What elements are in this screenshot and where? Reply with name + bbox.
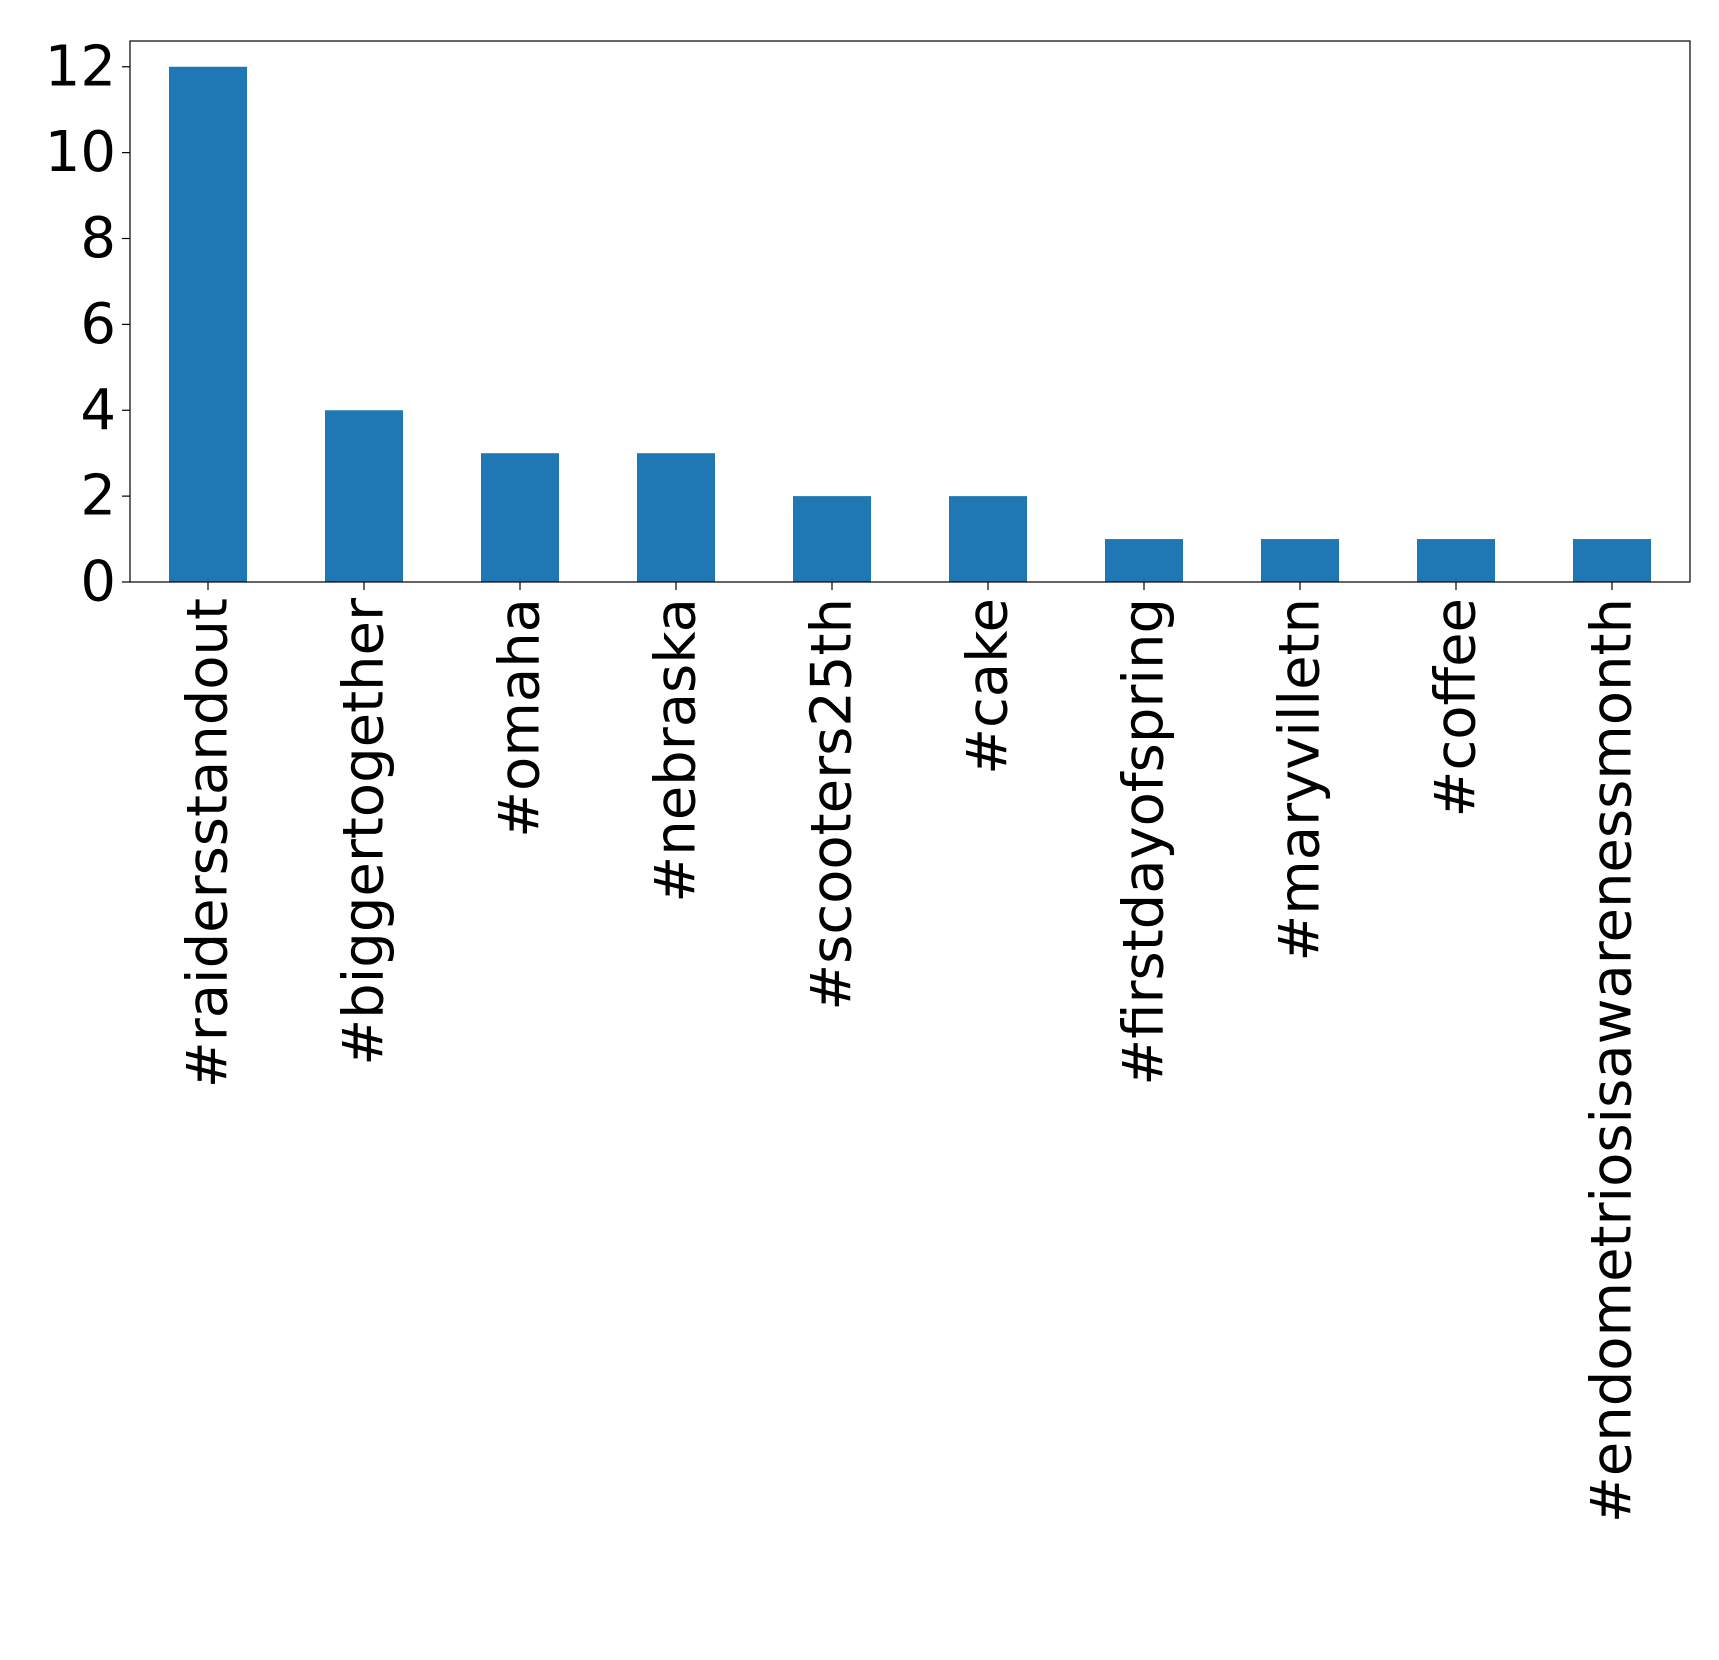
bar-scooters25th xyxy=(793,496,871,582)
bar-firstdayofspring xyxy=(1105,539,1183,582)
x-tick-label: #raidersstandout xyxy=(176,598,241,1088)
x-tick-label: #nebraska xyxy=(644,598,709,903)
x-axis: #raidersstandout #biggertogether #omaha #ne… xyxy=(176,582,1645,1523)
x-tick-label: #cake xyxy=(956,598,1021,775)
x-tick-label: #firstdayofspring xyxy=(1112,598,1177,1086)
bar-maryvilletn xyxy=(1261,539,1339,582)
x-tick-label: #omaha xyxy=(488,598,553,838)
y-axis: 0 2 4 6 8 10 12 xyxy=(45,34,130,615)
x-tick-label: #biggertogether xyxy=(332,597,397,1066)
bar-raidersstandout xyxy=(169,66,247,582)
plot-frame xyxy=(129,40,1691,583)
bar-coffee xyxy=(1417,539,1495,582)
bar-biggertogether xyxy=(325,410,403,582)
x-tick-label: #maryvilletn xyxy=(1268,598,1333,962)
y-tick-label: 6 xyxy=(80,292,116,357)
y-tick-label: 2 xyxy=(80,464,116,529)
bar-cake xyxy=(949,496,1027,582)
x-tick-label: #endometriosisawarenessmonth xyxy=(1580,598,1645,1523)
x-tick-label: #coffee xyxy=(1424,598,1489,817)
x-tick-label: #scooters25th xyxy=(800,598,865,1011)
bar-endometriosisawarenessmonth xyxy=(1573,539,1651,582)
bars-group xyxy=(169,66,1651,582)
y-tick-label: 0 xyxy=(80,550,116,615)
y-tick-label: 4 xyxy=(80,378,116,443)
y-tick-label: 12 xyxy=(45,34,116,99)
y-tick-label: 10 xyxy=(45,120,116,185)
bar-omaha xyxy=(481,453,559,582)
y-tick-label: 8 xyxy=(80,206,116,271)
bar-nebraska xyxy=(637,453,715,582)
